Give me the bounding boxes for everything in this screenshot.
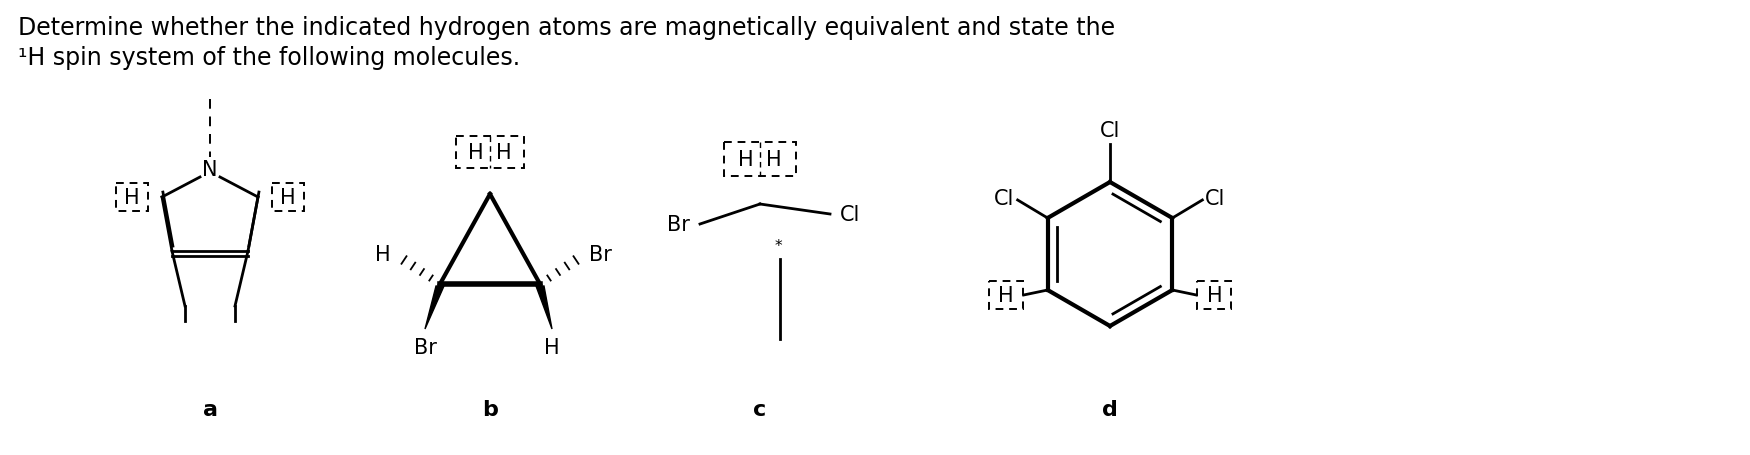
Text: Cl: Cl	[1206, 188, 1225, 208]
Text: Cl: Cl	[994, 188, 1015, 208]
Text: H: H	[497, 143, 511, 162]
Text: Br: Br	[667, 214, 690, 234]
Bar	[271, 184, 304, 212]
Text: *: *	[774, 239, 782, 254]
Bar	[457, 136, 523, 169]
Text: d: d	[1102, 399, 1118, 419]
Text: N: N	[203, 160, 217, 180]
Text: H: H	[469, 143, 483, 162]
Bar	[1197, 281, 1232, 309]
Text: H: H	[124, 187, 140, 207]
Text: H: H	[544, 337, 560, 357]
Text: H: H	[376, 244, 390, 264]
Text: H: H	[997, 285, 1013, 305]
Text: Cl: Cl	[1099, 121, 1120, 141]
Polygon shape	[536, 286, 551, 329]
Text: a: a	[203, 399, 217, 419]
Text: Determine whether the indicated hydrogen atoms are magnetically equivalent and s: Determine whether the indicated hydrogen…	[18, 16, 1115, 40]
Bar	[724, 143, 796, 177]
Text: H: H	[280, 187, 296, 207]
Text: Cl: Cl	[840, 205, 861, 224]
Text: H: H	[766, 150, 782, 170]
Text: ¹H spin system of the following molecules.: ¹H spin system of the following molecule…	[18, 46, 520, 70]
Text: Br: Br	[590, 244, 612, 264]
Text: c: c	[754, 399, 766, 419]
Bar	[989, 281, 1022, 309]
Text: Br: Br	[413, 337, 436, 357]
Text: H: H	[1206, 285, 1222, 305]
Text: H: H	[738, 150, 754, 170]
Polygon shape	[425, 286, 444, 329]
Bar	[116, 184, 149, 212]
Text: b: b	[481, 399, 499, 419]
